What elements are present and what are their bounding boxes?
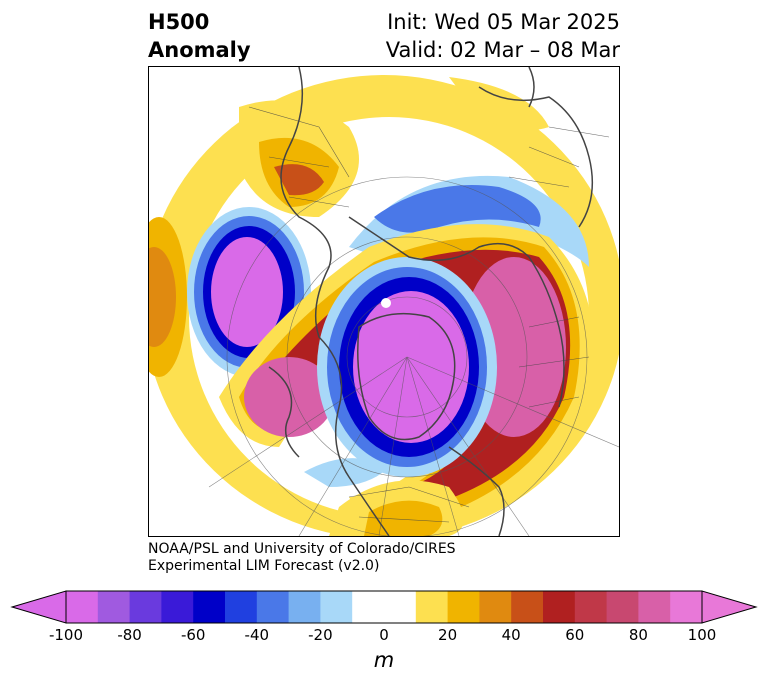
colorbar-extend-left [10, 590, 67, 624]
small-neutral-spot [381, 298, 391, 308]
colorbar-segment [638, 591, 671, 623]
pos-core-pacific [244, 357, 334, 437]
title-left: H500 Anomaly [148, 8, 251, 64]
colorbar-tick-label: -40 [244, 626, 270, 644]
neg-west-core [211, 237, 283, 347]
colorbar-tick-label: 40 [501, 626, 521, 644]
pos-ridge-top [449, 77, 549, 131]
colorbar-tick-label: 80 [628, 626, 648, 644]
colorbar-unit: m [373, 648, 395, 672]
colorbar-segment [288, 591, 321, 623]
colorbar-segment [320, 591, 353, 623]
credit-line2: Experimental LIM Forecast (v2.0) [148, 558, 380, 574]
colorbar-tick-label: 100 [687, 626, 717, 644]
valid-range: Valid: 02 Mar – 08 Mar [385, 38, 620, 62]
title-type: Anomaly [148, 38, 251, 62]
colorbar-segment [384, 591, 417, 623]
colorbar-segment [129, 591, 162, 623]
colorbar-segment [161, 591, 194, 623]
colorbar-segment [352, 591, 385, 623]
colorbar-tick-label: 20 [438, 626, 458, 644]
polar-map-svg [149, 67, 619, 536]
colorbar-tick-labels: -100 -80 -60 -40 -20 0 20 40 60 80 100 [0, 626, 768, 648]
colorbar-outline [65, 590, 703, 624]
colorbar-segment [574, 591, 608, 623]
title-right: Init: Wed 05 Mar 2025 Valid: 02 Mar – 08… [386, 8, 620, 64]
colorbar-segments [66, 591, 703, 623]
colorbar-tick-label: -60 [180, 626, 206, 644]
colorbar-segment [670, 591, 703, 623]
neg-band-north-mid [374, 185, 541, 233]
colorbar-segment [193, 591, 226, 623]
colorbar-segment [511, 591, 544, 623]
colorbar-segment [543, 591, 576, 623]
pos-ridge-europe-core [274, 164, 324, 196]
colorbar-tick-label: 60 [565, 626, 585, 644]
init-date: Init: Wed 05 Mar 2025 [387, 10, 620, 34]
colorbar-segment [447, 591, 480, 623]
colorbar-tick-label: -80 [117, 626, 142, 644]
coastlines [268, 67, 594, 536]
colorbar-segment [66, 591, 99, 623]
colorbar-segment [97, 591, 131, 623]
colorbar-tick-label: -20 [308, 626, 333, 644]
colorbar-segment [415, 591, 449, 623]
colorbar-tick-label: -100 [48, 626, 84, 644]
colorbar-segment [606, 591, 639, 623]
credit-line1: NOAA/PSL and University of Colorado/CIRE… [148, 541, 456, 557]
colorbar-segment [225, 591, 258, 623]
pos-west-edge-core [149, 247, 176, 347]
title-field: H500 [148, 10, 210, 34]
colorbar-tick-label: 0 [379, 626, 389, 644]
borders [248, 106, 610, 523]
colorbar-segment [479, 591, 512, 623]
credit-text: NOAA/PSL and University of Colorado/CIRE… [148, 541, 456, 575]
colorbar-segment [256, 591, 290, 623]
anomaly-map [148, 66, 620, 537]
colorbar [10, 590, 758, 624]
colorbar-extend-right [701, 590, 758, 624]
